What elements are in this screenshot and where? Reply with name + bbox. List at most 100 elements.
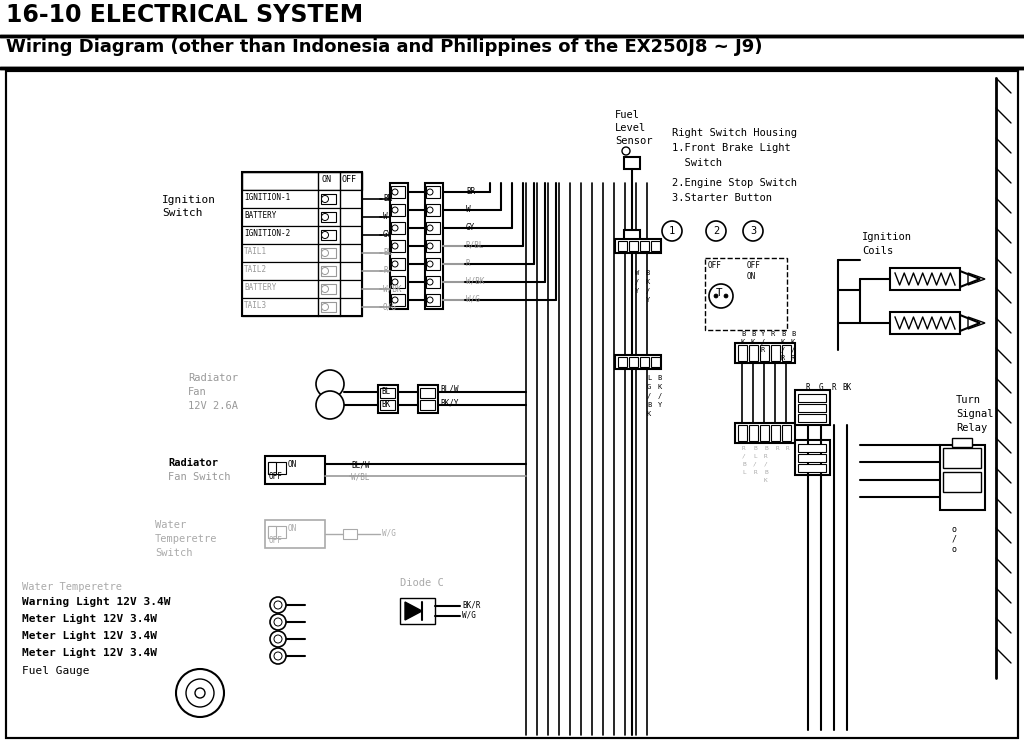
Bar [705,258,787,330]
Bar [242,262,362,280]
Text: L: L [753,454,757,459]
Text: ON: ON [746,272,757,281]
Text: G: G [818,383,823,392]
Text: GY: GY [466,223,475,232]
Bar [749,425,758,441]
Bar [268,462,286,474]
Circle shape [392,225,398,231]
Polygon shape [406,602,422,620]
Bar [242,190,362,208]
Bar [618,241,627,251]
Text: /: / [952,535,957,544]
Bar [624,230,640,240]
Bar [615,239,662,253]
Text: TAIL2: TAIL2 [244,265,267,274]
Text: BL: BL [381,387,390,396]
Circle shape [724,294,728,298]
Bar [391,186,406,198]
Text: Y: Y [761,331,765,337]
Bar [738,425,746,441]
Text: TAIL3: TAIL3 [244,301,267,310]
Text: L: L [742,470,745,475]
Bar [391,240,406,252]
Bar [640,357,649,367]
Text: 1: 1 [669,226,675,236]
Bar [890,312,961,334]
Text: OFF: OFF [708,261,722,270]
Bar [242,226,362,244]
Text: T: T [716,288,723,298]
Text: B: B [647,402,651,408]
Bar [242,280,362,298]
Bar [426,276,440,288]
Text: R: R [781,355,785,361]
Circle shape [392,207,398,213]
Circle shape [270,648,286,664]
Text: /: / [781,347,785,353]
Text: R: R [831,383,837,392]
Bar [265,520,325,548]
Bar [738,345,746,361]
Text: Warning Light 12V 3.4W: Warning Light 12V 3.4W [22,597,171,607]
Text: BATTERY: BATTERY [244,283,276,292]
Text: W/BK: W/BK [466,277,484,286]
Bar [426,186,440,198]
Text: Y: Y [657,402,663,408]
Text: 2.Engine Stop Switch: 2.Engine Stop Switch [672,178,797,188]
Text: R/BL: R/BL [466,241,484,250]
Circle shape [270,631,286,647]
Text: B: B [791,331,795,337]
Bar [390,183,408,309]
Bar [321,266,336,276]
Text: Radiator: Radiator [168,458,218,468]
Bar [426,222,440,234]
Text: R: R [786,446,790,451]
Bar [798,414,826,422]
Circle shape [392,261,398,267]
Circle shape [176,669,224,717]
Text: Switch: Switch [155,548,193,558]
Bar [321,248,336,258]
Circle shape [186,679,214,707]
Text: Signal: Signal [956,409,993,419]
Text: Switch: Switch [162,208,203,218]
Circle shape [709,284,733,308]
Bar [391,276,406,288]
Circle shape [316,391,344,419]
Text: o: o [952,545,957,554]
Text: B: B [781,331,785,337]
Text: IGNITION-1: IGNITION-1 [244,193,290,202]
Text: K: K [781,339,785,345]
Circle shape [322,214,329,220]
Text: Temperetre: Temperetre [155,534,217,544]
Text: OFF: OFF [269,472,283,481]
Text: K: K [741,339,745,345]
Circle shape [427,243,433,249]
Circle shape [270,597,286,613]
Text: K: K [791,339,795,345]
Circle shape [427,261,433,267]
Text: Radiator: Radiator [188,373,238,383]
Text: B: B [764,470,768,475]
Text: W/BK: W/BK [383,284,401,293]
Bar [242,208,362,226]
Text: /: / [647,393,651,399]
Text: W: W [635,270,639,276]
Bar [242,244,362,262]
Text: Meter Light 12V 3.4W: Meter Light 12V 3.4W [22,614,157,624]
Circle shape [392,243,398,249]
Text: /: / [742,454,745,459]
Bar [943,448,981,468]
Circle shape [270,614,286,630]
Bar [426,240,440,252]
Text: B: B [657,375,663,381]
Bar [321,212,336,222]
Text: G: G [647,384,651,390]
Text: BK: BK [843,383,852,392]
Text: ON: ON [321,175,331,184]
Text: Fuel: Fuel [615,110,640,120]
Text: B: B [753,446,757,451]
Text: BL: BL [383,248,392,257]
Text: /: / [761,339,765,345]
Bar [760,425,769,441]
